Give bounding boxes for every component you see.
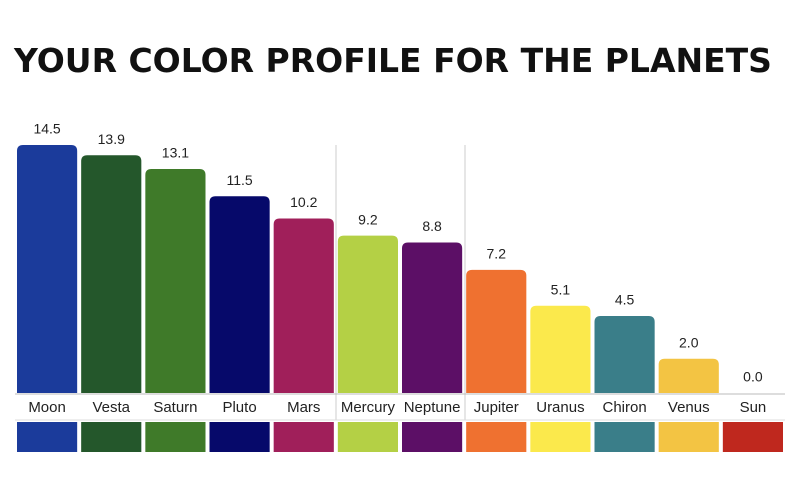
x-tick-label: Mercury [341, 399, 396, 416]
chart-title: YOUR COLOR PROFILE FOR THE PLANETS [13, 41, 772, 80]
x-tick-label: Venus [668, 399, 710, 416]
color-swatch [17, 422, 78, 452]
value-label: 2.0 [679, 334, 699, 350]
color-swatch [722, 422, 783, 452]
x-tick-label: Uranus [536, 399, 584, 416]
x-tick-label: Jupiter [474, 399, 519, 416]
color-swatch [81, 422, 142, 452]
value-label: 7.2 [487, 246, 507, 262]
bar [658, 358, 719, 393]
bar [402, 242, 463, 393]
color-swatch [273, 422, 334, 452]
bar [337, 235, 398, 393]
color-swatch [466, 422, 527, 452]
value-label: 5.1 [551, 281, 571, 297]
bar [466, 269, 527, 393]
x-tick-label: Pluto [222, 399, 256, 416]
color-swatch [594, 422, 655, 452]
color-swatch [145, 422, 206, 452]
color-swatch [402, 422, 463, 452]
x-tick-label: Sun [740, 399, 767, 416]
bar [17, 145, 78, 393]
bar [209, 196, 270, 393]
x-tick-label: Vesta [92, 399, 130, 416]
value-label: 8.8 [422, 218, 442, 234]
color-swatch [209, 422, 270, 452]
value-label: 9.2 [358, 211, 378, 227]
color-swatch [337, 422, 398, 452]
color-swatch [530, 422, 591, 452]
x-tick-label: Neptune [404, 399, 461, 416]
value-label: 10.2 [290, 194, 317, 210]
x-tick-label: Chiron [602, 399, 646, 416]
value-label: 13.1 [162, 145, 189, 161]
x-tick-label: Saturn [153, 399, 197, 416]
value-label: 11.5 [226, 172, 252, 188]
x-tick-label: Moon [28, 399, 66, 416]
value-label: 14.5 [33, 121, 60, 137]
value-label: 4.5 [615, 292, 635, 308]
color-swatch [658, 422, 719, 452]
value-label: 0.0 [743, 369, 763, 385]
bar [273, 218, 334, 393]
value-label: 13.9 [98, 131, 125, 147]
bar [145, 168, 206, 393]
bar [81, 155, 142, 393]
x-tick-label: Mars [287, 399, 320, 416]
bar [594, 316, 655, 393]
bar [530, 305, 591, 393]
